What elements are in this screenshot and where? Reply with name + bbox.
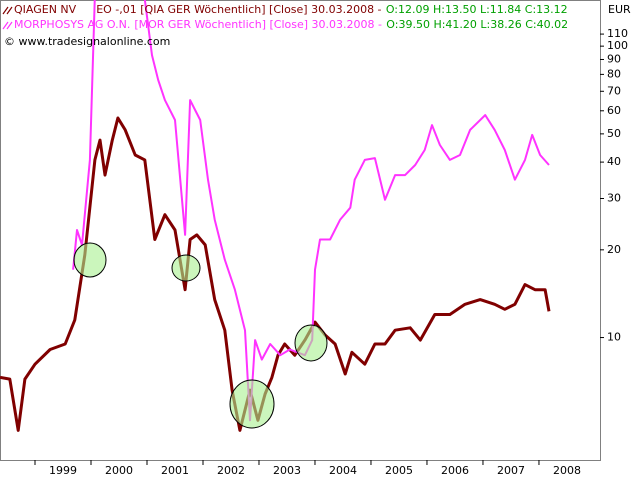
y-tick-label: 50 bbox=[607, 127, 621, 140]
annotations bbox=[73, 242, 328, 429]
legend-info: EO -,01 [QIA GER Wöchentlich] [Close] 30… bbox=[96, 3, 382, 16]
legend-entry: QIAGEN NV EO -,01 [QIA GER Wöchentlich] [… bbox=[14, 3, 568, 16]
highlight-ellipse bbox=[229, 379, 275, 429]
plot-frame bbox=[0, 0, 601, 461]
highlight-ellipse bbox=[171, 254, 201, 282]
legend-name: MORPHOSYS AG O.N. bbox=[14, 18, 130, 31]
highlight-ellipse bbox=[73, 242, 107, 278]
source: © www.tradesignalonline.com bbox=[4, 35, 170, 48]
legend-ohlc: O:39.50 H:41.20 L:38.26 C:40.02 bbox=[386, 18, 568, 31]
y-tick-label: 20 bbox=[607, 243, 621, 256]
legend-name: QIAGEN NV bbox=[14, 3, 77, 16]
y-tick-label: 30 bbox=[607, 192, 621, 205]
legend: QIAGEN NV EO -,01 [QIA GER Wöchentlich] [… bbox=[2, 3, 568, 31]
y-tick-label: 70 bbox=[607, 84, 621, 97]
highlight-ellipse bbox=[294, 324, 328, 362]
legend-icon bbox=[2, 21, 13, 30]
x-tick-label: 2003 bbox=[273, 464, 301, 477]
legend-info: [MOR GER Wöchentlich] [Close] 30.03.2008… bbox=[134, 18, 382, 31]
unit-label: EUR bbox=[608, 3, 631, 16]
x-tick-label: 2005 bbox=[385, 464, 413, 477]
legend-entry: MORPHOSYS AG O.N. [MOR GER Wöchentlich] [… bbox=[14, 18, 568, 31]
y-tick-label: 10 bbox=[607, 331, 621, 344]
x-tick-label: 2006 bbox=[441, 464, 469, 477]
y-tick-label: 40 bbox=[607, 155, 621, 168]
legend-ohlc: O:12.09 H:13.50 L:11.84 C:13.12 bbox=[386, 3, 568, 16]
x-tick-label: 1999 bbox=[49, 464, 77, 477]
y-tick-label: 100 bbox=[607, 39, 628, 52]
x-tick-label: 2001 bbox=[161, 464, 189, 477]
y-tick-label: 110 bbox=[607, 27, 628, 40]
x-tick-label: 2002 bbox=[217, 464, 245, 477]
x-tick-label: 2000 bbox=[105, 464, 133, 477]
y-tick-label: 80 bbox=[607, 67, 621, 80]
legend-icon bbox=[2, 6, 13, 15]
y-tick-label: 90 bbox=[607, 52, 621, 65]
y-tick-label: 60 bbox=[607, 104, 621, 117]
x-tick-label: 2004 bbox=[329, 464, 357, 477]
x-tick-label: 2007 bbox=[497, 464, 525, 477]
x-tick-label: 2008 bbox=[553, 464, 581, 477]
